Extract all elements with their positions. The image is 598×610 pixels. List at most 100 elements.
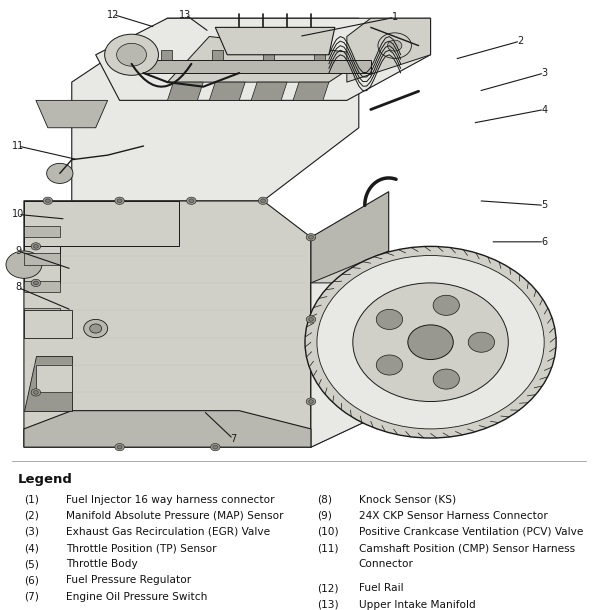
Circle shape bbox=[305, 246, 556, 438]
Polygon shape bbox=[24, 411, 311, 447]
Circle shape bbox=[33, 281, 38, 285]
Circle shape bbox=[90, 324, 102, 333]
Polygon shape bbox=[36, 365, 72, 392]
Text: (13): (13) bbox=[317, 600, 338, 609]
Text: Manifold Absolute Pressure (MAP) Sensor: Manifold Absolute Pressure (MAP) Sensor bbox=[66, 511, 283, 521]
Bar bbox=[161, 50, 172, 60]
Circle shape bbox=[408, 325, 453, 359]
Polygon shape bbox=[24, 281, 60, 292]
Text: Fuel Rail: Fuel Rail bbox=[359, 584, 404, 594]
Polygon shape bbox=[24, 246, 60, 283]
Text: 7: 7 bbox=[230, 434, 236, 444]
Text: 13: 13 bbox=[179, 10, 191, 20]
Text: Engine Oil Pressure Switch: Engine Oil Pressure Switch bbox=[66, 592, 207, 601]
Circle shape bbox=[117, 445, 122, 449]
Polygon shape bbox=[36, 101, 108, 127]
Circle shape bbox=[117, 43, 147, 66]
Polygon shape bbox=[24, 308, 60, 320]
Text: 2: 2 bbox=[517, 36, 523, 46]
Circle shape bbox=[33, 245, 38, 248]
Text: (7): (7) bbox=[24, 592, 39, 601]
Circle shape bbox=[45, 199, 50, 203]
Circle shape bbox=[258, 197, 268, 204]
Circle shape bbox=[309, 400, 313, 403]
Circle shape bbox=[189, 199, 194, 203]
Polygon shape bbox=[251, 82, 287, 101]
Circle shape bbox=[306, 234, 316, 241]
Circle shape bbox=[378, 33, 411, 59]
Circle shape bbox=[433, 295, 459, 315]
Text: Exhaust Gas Recirculation (EGR) Valve: Exhaust Gas Recirculation (EGR) Valve bbox=[66, 527, 270, 537]
Circle shape bbox=[47, 163, 73, 184]
Polygon shape bbox=[311, 251, 389, 411]
Circle shape bbox=[306, 316, 316, 323]
Polygon shape bbox=[215, 27, 335, 55]
Circle shape bbox=[261, 199, 266, 203]
Text: (5): (5) bbox=[24, 559, 39, 569]
Text: (4): (4) bbox=[24, 543, 39, 553]
Circle shape bbox=[115, 197, 124, 204]
Circle shape bbox=[105, 34, 158, 75]
Bar bbox=[314, 50, 325, 60]
Circle shape bbox=[33, 390, 38, 394]
Polygon shape bbox=[311, 192, 389, 447]
Text: 9: 9 bbox=[15, 246, 21, 256]
Text: 11: 11 bbox=[12, 141, 24, 151]
Text: 12: 12 bbox=[108, 10, 120, 20]
Text: (10): (10) bbox=[317, 527, 338, 537]
Circle shape bbox=[210, 443, 220, 451]
Bar bbox=[144, 60, 371, 73]
Text: (11): (11) bbox=[317, 543, 338, 553]
Text: 10: 10 bbox=[12, 209, 24, 220]
Bar bbox=[263, 50, 274, 60]
Circle shape bbox=[31, 389, 41, 396]
Polygon shape bbox=[24, 253, 60, 265]
Text: 1: 1 bbox=[392, 12, 398, 23]
Text: (8): (8) bbox=[317, 495, 332, 504]
Text: Throttle Position (TP) Sensor: Throttle Position (TP) Sensor bbox=[66, 543, 216, 553]
Circle shape bbox=[117, 199, 122, 203]
Text: Connector: Connector bbox=[359, 559, 414, 569]
Polygon shape bbox=[311, 283, 389, 447]
Polygon shape bbox=[167, 37, 371, 82]
Text: 4: 4 bbox=[541, 104, 547, 115]
Circle shape bbox=[353, 283, 508, 401]
Polygon shape bbox=[24, 310, 72, 338]
Circle shape bbox=[187, 197, 196, 204]
Text: 6: 6 bbox=[541, 237, 547, 247]
Circle shape bbox=[31, 279, 41, 287]
Circle shape bbox=[31, 243, 41, 250]
Circle shape bbox=[43, 197, 53, 204]
Bar bbox=[212, 50, 223, 60]
Text: Throttle Body: Throttle Body bbox=[66, 559, 138, 569]
Text: (9): (9) bbox=[317, 511, 332, 521]
Text: Upper Intake Manifold: Upper Intake Manifold bbox=[359, 600, 475, 609]
Circle shape bbox=[433, 369, 459, 389]
Text: (12): (12) bbox=[317, 584, 338, 594]
Polygon shape bbox=[24, 226, 60, 237]
Polygon shape bbox=[24, 201, 311, 447]
Circle shape bbox=[6, 251, 42, 278]
Text: 24X CKP Sensor Harness Connector: 24X CKP Sensor Harness Connector bbox=[359, 511, 548, 521]
Circle shape bbox=[309, 235, 313, 239]
Text: (2): (2) bbox=[24, 511, 39, 521]
Text: Fuel Pressure Regulator: Fuel Pressure Regulator bbox=[66, 575, 191, 586]
Polygon shape bbox=[24, 201, 179, 246]
Polygon shape bbox=[167, 82, 203, 101]
Text: Legend: Legend bbox=[18, 473, 73, 486]
Circle shape bbox=[376, 309, 402, 329]
Text: 8: 8 bbox=[15, 282, 21, 292]
Text: (3): (3) bbox=[24, 527, 39, 537]
Text: Positive Crankcase Ventilation (PCV) Valve: Positive Crankcase Ventilation (PCV) Val… bbox=[359, 527, 583, 537]
Text: 3: 3 bbox=[541, 68, 547, 78]
Polygon shape bbox=[347, 18, 431, 82]
Polygon shape bbox=[293, 82, 329, 101]
Polygon shape bbox=[96, 18, 431, 101]
Circle shape bbox=[84, 320, 108, 338]
Text: (6): (6) bbox=[24, 575, 39, 586]
Text: Fuel Injector 16 way harness connector: Fuel Injector 16 way harness connector bbox=[66, 495, 274, 504]
Text: Camshaft Position (CMP) Sensor Harness: Camshaft Position (CMP) Sensor Harness bbox=[359, 543, 575, 553]
Circle shape bbox=[376, 355, 402, 375]
Circle shape bbox=[309, 318, 313, 321]
Polygon shape bbox=[209, 82, 245, 101]
